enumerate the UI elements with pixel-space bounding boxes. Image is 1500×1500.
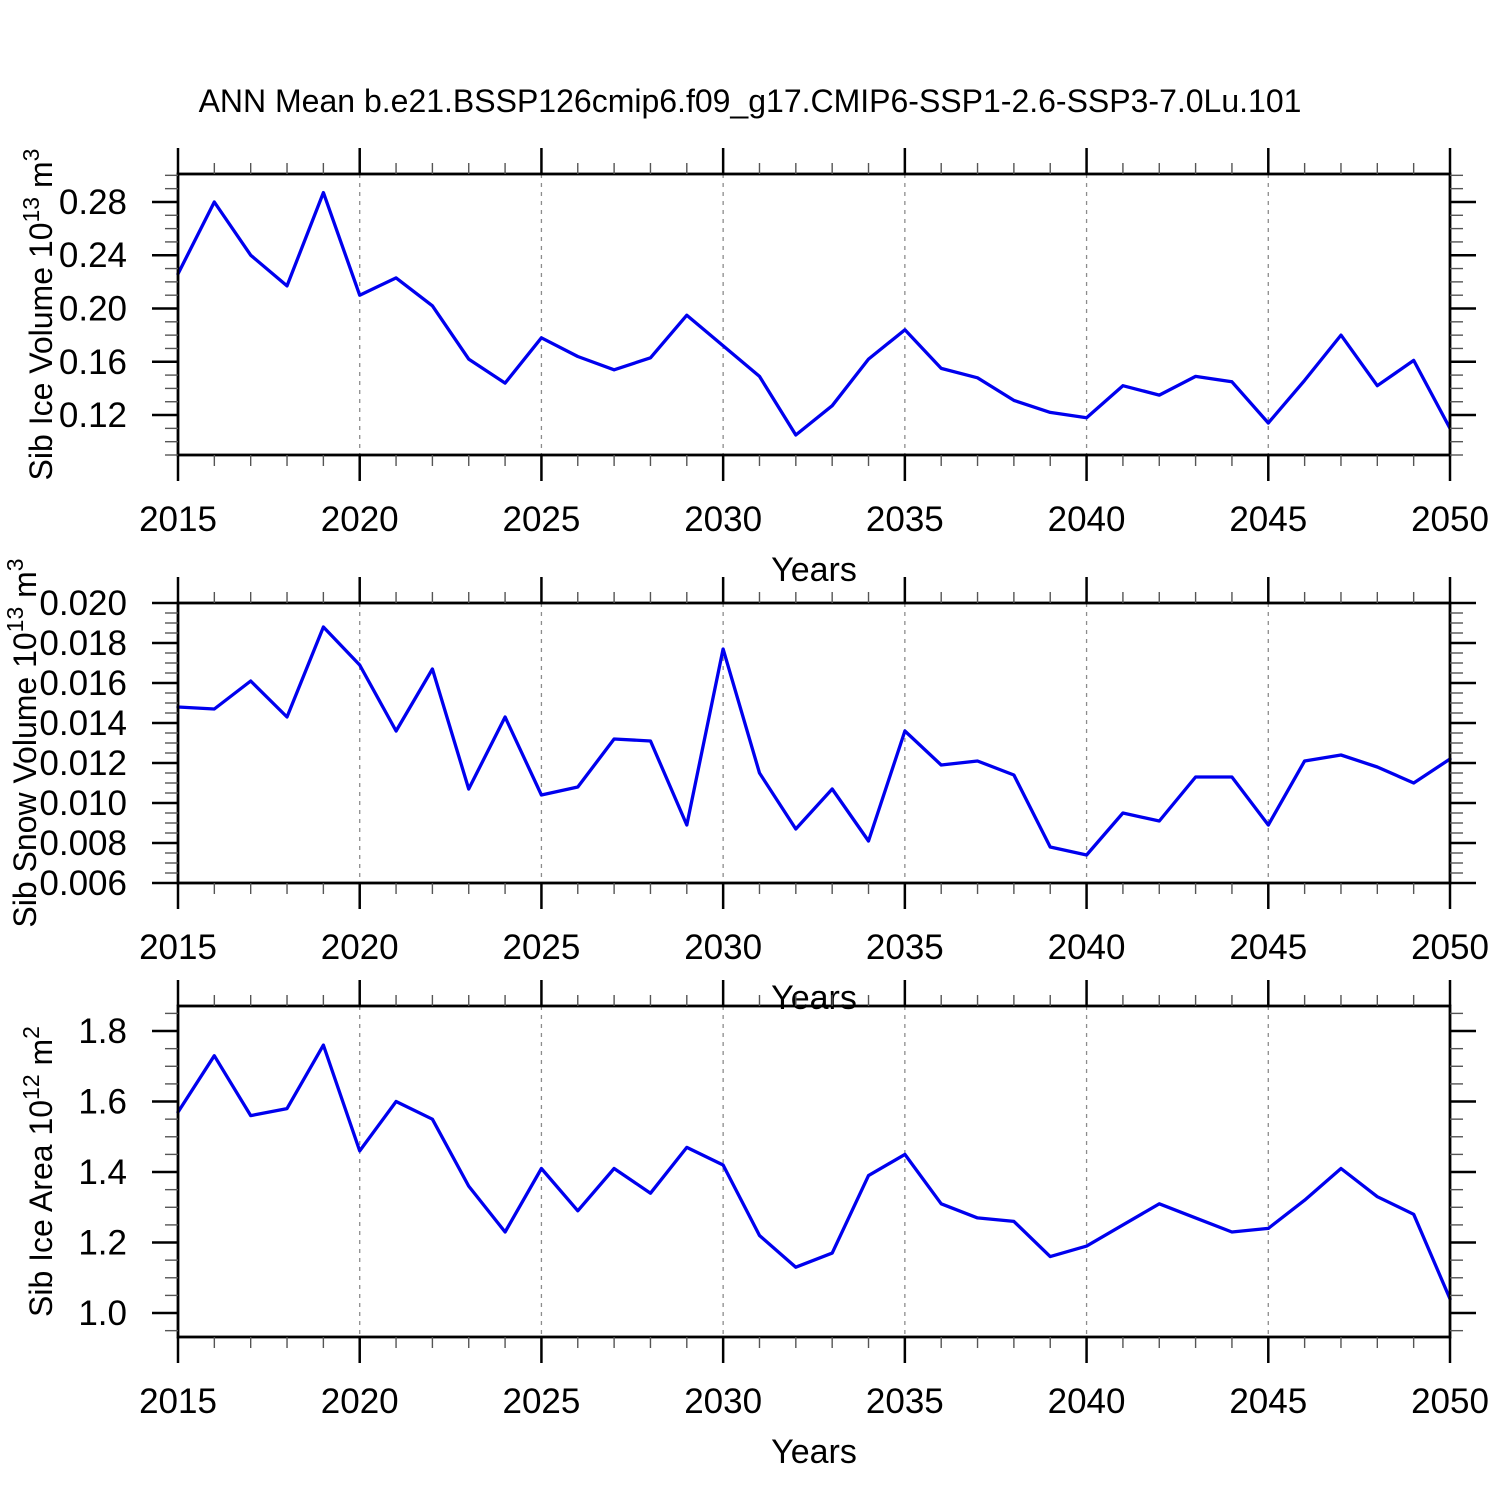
x-tick-label: 2030 [684, 928, 762, 967]
x-axis-label: Years [771, 551, 857, 589]
x-axis-label: Years [771, 979, 857, 1017]
y-tick-label: 0.20 [59, 290, 127, 329]
gridlines [359, 174, 1269, 455]
panels-container: 0.12 0.16 0.20 0.24 0.28 2015 2020 2025 2030 2035… [2, 148, 1489, 1471]
y-tick-label: 0.016 [39, 664, 127, 703]
x-tick-label: 2050 [1411, 500, 1489, 539]
y-tick-label: 0.006 [39, 864, 127, 903]
x-tick-label: 2020 [321, 1382, 399, 1421]
x-tick-label: 2035 [866, 500, 944, 539]
x-tick-label: 2015 [139, 928, 217, 967]
gridlines [359, 1006, 1269, 1337]
series-line [176, 190, 1452, 437]
x-axis-label: Years [771, 1433, 857, 1471]
x-tick-label: 2040 [1048, 500, 1126, 539]
y-tick-label: 0.12 [59, 396, 127, 435]
y-tick-labels: 1.0 1.2 1.4 1.6 1.8 [78, 1012, 127, 1333]
axis-ticks [152, 577, 1476, 909]
x-tick-label: 2045 [1229, 500, 1307, 539]
series-line [176, 1043, 1452, 1301]
x-tick-label: 2025 [502, 500, 580, 539]
x-tick-labels: 2015 2020 2025 2030 2035 2040 2045 2050 [139, 500, 1489, 539]
x-tick-label: 2020 [321, 500, 399, 539]
y-tick-label: 1.8 [78, 1012, 127, 1051]
x-tick-label: 2025 [502, 928, 580, 967]
y-tick-label: 1.6 [78, 1083, 127, 1122]
plot-border [176, 601, 1452, 885]
x-tick-labels: 2015 2020 2025 2030 2035 2040 2045 2050 [139, 1382, 1489, 1421]
y-tick-label: 0.018 [39, 624, 127, 663]
x-tick-label: 2035 [866, 1382, 944, 1421]
x-tick-label: 2040 [1048, 1382, 1126, 1421]
y-tick-label: 0.008 [39, 824, 127, 863]
y-tick-label: 1.2 [78, 1224, 127, 1263]
x-tick-label: 2015 [139, 1382, 217, 1421]
x-tick-label: 2025 [502, 1382, 580, 1421]
plot-border [176, 1004, 1452, 1339]
panel-sib-ice-volume: 0.12 0.16 0.20 0.24 0.28 2015 2020 2025 2030 2035… [18, 148, 1489, 589]
x-tick-label: 2015 [139, 500, 217, 539]
x-tick-labels: 2015 2020 2025 2030 2035 2040 2045 2050 [139, 928, 1489, 967]
y-axis-label: Sib Ice Area 1012 m2 [18, 1026, 59, 1317]
axis-ticks [152, 148, 1476, 481]
y-tick-label: 1.4 [78, 1153, 127, 1192]
x-tick-label: 2050 [1411, 1382, 1489, 1421]
figure-title: ANN Mean b.e21.BSSP126cmip6.f09_g17.CMIP… [199, 83, 1302, 119]
axis-ticks [152, 980, 1476, 1363]
gridlines [359, 603, 1269, 883]
series-line [176, 625, 1452, 857]
y-axis-label: Sib Snow Volume 1013 m3 [2, 558, 43, 927]
panel-sib-snow-volume: 0.0060.0080.0100.0120.0140.0160.0180.020… [2, 558, 1489, 1017]
y-tick-label: 0.014 [39, 704, 127, 743]
x-tick-label: 2050 [1411, 928, 1489, 967]
x-tick-label: 2020 [321, 928, 399, 967]
x-tick-label: 2040 [1048, 928, 1126, 967]
x-tick-label: 2035 [866, 928, 944, 967]
y-tick-label: 0.16 [59, 343, 127, 382]
x-tick-label: 2030 [684, 1382, 762, 1421]
y-axis-label: Sib Ice Volume 1013 m3 [18, 149, 59, 481]
y-tick-label: 0.24 [59, 236, 127, 275]
y-tick-label: 0.012 [39, 744, 127, 783]
y-tick-label: 1.0 [78, 1294, 127, 1333]
y-tick-label: 0.28 [59, 183, 127, 222]
x-tick-label: 2030 [684, 500, 762, 539]
y-tick-label: 0.020 [39, 584, 127, 623]
x-tick-label: 2045 [1229, 1382, 1307, 1421]
x-tick-label: 2045 [1229, 928, 1307, 967]
y-tick-labels: 0.12 0.16 0.20 0.24 0.28 [59, 183, 127, 435]
plot-border [176, 172, 1452, 457]
y-tick-label: 0.010 [39, 784, 127, 823]
